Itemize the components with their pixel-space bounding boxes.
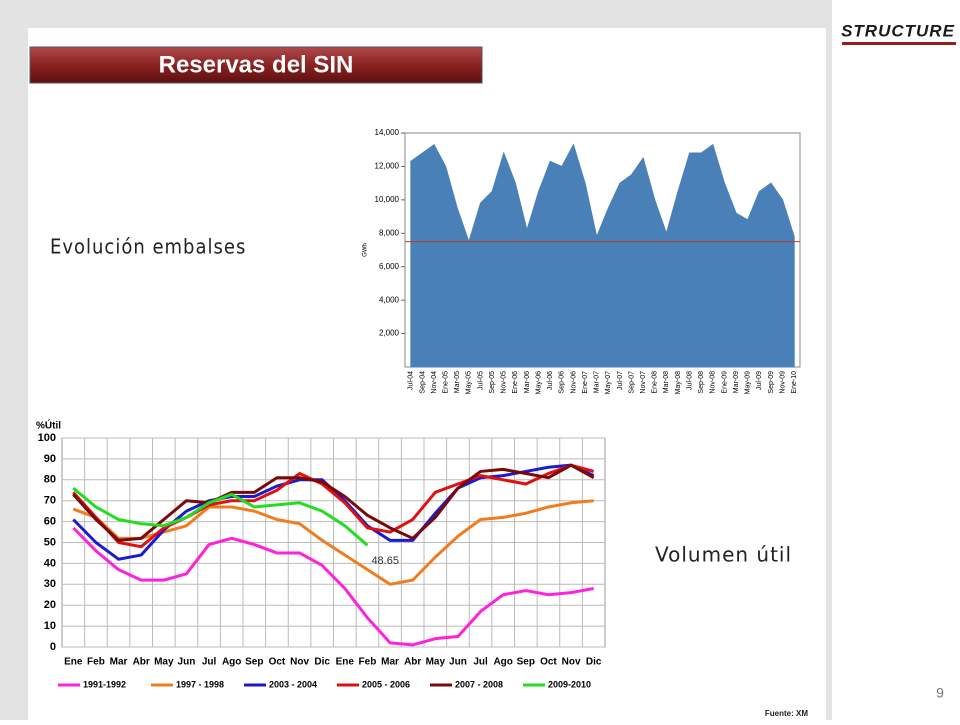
y-tick-label: 6,000 [379, 262, 400, 271]
x-tick-label: Mar-05 [454, 371, 461, 393]
x-tick-label: Nov-07 [640, 371, 647, 394]
x-tick-label: Ene-10 [791, 371, 798, 394]
x-tick-label: Jul [202, 657, 217, 668]
series-line [72, 463, 595, 542]
x-tick-label: Ene-08 [652, 371, 659, 394]
x-tick-label: Feb [87, 657, 105, 668]
x-tick-label: May [426, 657, 446, 668]
x-tick-label: Sep [517, 657, 535, 668]
legend-label: 1997 - 1998 [176, 679, 224, 689]
x-tick-label: Abr [404, 657, 421, 668]
x-tick-label: Jul-07 [617, 371, 624, 390]
x-tick-label: Jul-05 [477, 371, 484, 390]
y-tick-label: 10 [44, 620, 56, 632]
series-line [72, 526, 594, 647]
series-line [72, 463, 595, 549]
x-tick-label: Ago [493, 657, 512, 668]
y-tick-label: 70 [44, 495, 56, 507]
legend-label: 2005 - 2006 [362, 679, 410, 689]
x-tick-label: Ene [64, 657, 83, 668]
y-axis-label: %Útil [36, 419, 61, 432]
legend-label: 2007 - 2008 [455, 679, 503, 689]
x-tick-label: Ene-09 [721, 371, 728, 394]
x-tick-label: May-06 [535, 371, 542, 394]
x-tick-label: Dic [314, 657, 330, 668]
y-tick-label: 10,000 [375, 195, 400, 204]
y-tick-label: 80 [44, 474, 56, 486]
x-tick-label: Mar [381, 657, 399, 668]
y-tick-label: 8,000 [379, 228, 400, 237]
y-tick-label: 4,000 [379, 295, 400, 304]
x-tick-label: Mar [110, 657, 128, 668]
x-tick-label: Ene [336, 657, 355, 668]
slide-title: Reservas del SIN [159, 51, 354, 78]
x-tick-label: May-09 [745, 371, 752, 394]
series-line [72, 487, 369, 547]
x-tick-label: Ene-05 [443, 371, 450, 394]
x-tick-label: Jun [178, 657, 196, 668]
x-tick-label: Ene-06 [512, 371, 519, 394]
x-tick-label: Nov-04 [431, 371, 438, 394]
x-tick-label: Nov-09 [779, 371, 786, 394]
logo: STRUCTURE [841, 21, 955, 40]
x-tick-label: Mar-06 [524, 371, 531, 393]
y-tick-label: 60 [44, 516, 56, 528]
x-tick-label: May-05 [466, 371, 473, 394]
y-tick-label: 0 [50, 641, 56, 653]
y-tick-label: 2,000 [379, 329, 400, 338]
x-tick-label: Mar-07 [594, 371, 601, 393]
x-tick-label: Nov-06 [570, 371, 577, 394]
x-tick-label: May-08 [675, 371, 682, 394]
x-tick-label: Nov-05 [501, 371, 508, 394]
x-tick-label: Jul-09 [756, 371, 763, 390]
y-tick-label: 90 [44, 453, 56, 465]
x-tick-label: Sep-08 [698, 371, 705, 394]
x-tick-label: Nov [290, 657, 309, 668]
label-right: Volumen útil [655, 543, 792, 567]
x-tick-label: Sep-04 [419, 371, 426, 394]
y-tick-label: 30 [44, 578, 56, 590]
x-tick-label: Nov [562, 657, 581, 668]
x-tick-label: Jul-06 [547, 371, 554, 390]
x-tick-label: Ago [222, 657, 241, 668]
page-number: 9 [936, 685, 944, 701]
x-tick-label: Oct [540, 657, 557, 668]
x-tick-label: Oct [269, 657, 286, 668]
x-tick-label: Feb [359, 657, 377, 668]
legend-label: 1991-1992 [83, 679, 126, 689]
x-tick-label: Sep-09 [768, 371, 775, 394]
y-tick-label: 20 [44, 599, 56, 611]
x-tick-label: Jul-04 [408, 371, 415, 390]
legend-label: 2003 - 2004 [269, 679, 317, 689]
y-tick-label: 40 [44, 557, 56, 569]
x-tick-label: Sep [245, 657, 263, 668]
y-tick-label: 50 [44, 536, 56, 548]
x-tick-label: Abr [133, 657, 150, 668]
x-tick-label: Nov-08 [710, 371, 717, 394]
y-tick-label: 14,000 [375, 128, 400, 137]
x-tick-label: Jul [473, 657, 488, 668]
data-label: 48.65 [371, 555, 399, 567]
logo-bar [842, 42, 956, 45]
x-tick-label: Jul-08 [686, 371, 693, 390]
x-tick-label: Jun [449, 657, 467, 668]
x-tick-label: Sep-07 [628, 371, 635, 394]
y-axis-label: GWh [363, 243, 369, 257]
source: Fuente: XM [765, 709, 808, 718]
x-tick-label: Mar-09 [733, 371, 740, 393]
title-banner [29, 46, 483, 84]
x-tick-label: May [154, 657, 174, 668]
label-left: Evolución embalses [50, 235, 246, 259]
x-tick-label: Sep-06 [559, 371, 566, 394]
y-tick-label: 12,000 [375, 162, 400, 171]
x-tick-label: May-07 [605, 371, 612, 394]
y-tick-label: 100 [38, 432, 56, 444]
x-tick-label: Sep-05 [489, 371, 496, 394]
x-tick-label: Dic [586, 657, 602, 668]
x-tick-label: Mar-08 [663, 371, 670, 393]
legend-label: 2009-2010 [548, 679, 591, 689]
x-tick-label: Ene-07 [582, 371, 589, 394]
